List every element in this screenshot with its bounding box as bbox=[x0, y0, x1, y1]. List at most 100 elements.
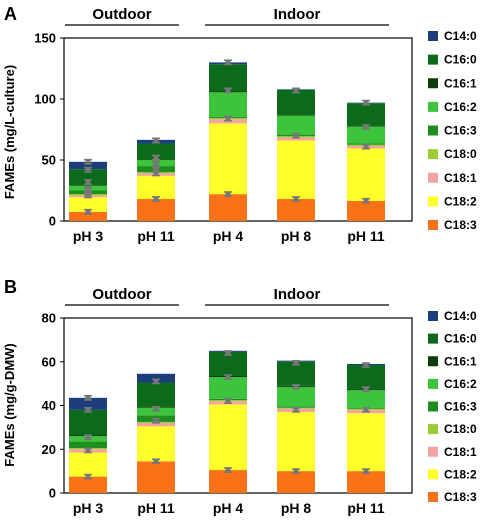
error-bar-marker bbox=[225, 88, 231, 93]
category-label-layer: pH 3 pH 11 pH 4 pH 8 pH 11 bbox=[73, 500, 385, 516]
error-bar-marker bbox=[225, 351, 231, 355]
panel-label: B bbox=[4, 277, 17, 297]
y-tick-label: 0 bbox=[49, 486, 56, 501]
legend-label: C18:2 bbox=[444, 467, 477, 481]
legend-swatch bbox=[428, 446, 438, 457]
error-bar-marker bbox=[153, 406, 159, 411]
bar-segment bbox=[347, 200, 385, 221]
legend-swatch bbox=[428, 31, 438, 41]
legend-label: C16:3 bbox=[444, 124, 477, 138]
bar-segment bbox=[137, 373, 175, 383]
error-bar-marker bbox=[293, 407, 299, 412]
legend-swatch bbox=[428, 220, 438, 230]
legend-swatch bbox=[428, 333, 438, 344]
legend-swatch bbox=[428, 311, 438, 321]
error-bar-marker bbox=[85, 179, 91, 184]
bar-segment bbox=[69, 409, 107, 436]
bar-segment bbox=[209, 194, 247, 221]
legend-label: C18:0 bbox=[444, 422, 477, 436]
legend-label: C14:0 bbox=[444, 309, 477, 323]
legend-label: C18:1 bbox=[444, 171, 477, 185]
legend-label: C18:2 bbox=[444, 194, 477, 208]
panel-label: A bbox=[4, 4, 17, 24]
error-bar-marker bbox=[153, 459, 159, 464]
error-bar-marker bbox=[293, 360, 299, 365]
legend: C14:0 C16:0 C16:1 C16:2 C16:3 C18:0 C18:1 C18:2… bbox=[428, 29, 477, 232]
error-bar-marker bbox=[225, 192, 231, 197]
legend-label: C16:3 bbox=[444, 400, 477, 414]
error-bar-marker bbox=[85, 159, 91, 164]
legend-swatch bbox=[428, 469, 438, 480]
legend-swatch bbox=[428, 378, 438, 389]
error-bar-marker bbox=[293, 88, 299, 93]
bar-segment bbox=[69, 441, 107, 449]
x-tick-label: pH 4 bbox=[213, 500, 244, 516]
error-bar-marker bbox=[363, 100, 369, 105]
y-tick-label: 40 bbox=[42, 398, 56, 413]
bar-segment bbox=[137, 382, 175, 407]
group-label: Indoor bbox=[274, 6, 321, 23]
bar-segment bbox=[277, 471, 315, 493]
bar-segment bbox=[137, 199, 175, 221]
bar-segment bbox=[277, 199, 315, 221]
legend-label: C18:1 bbox=[444, 445, 477, 459]
bar-segment bbox=[69, 185, 107, 186]
error-bar-marker bbox=[225, 116, 231, 121]
legend-swatch bbox=[428, 54, 438, 65]
error-bar-marker bbox=[363, 198, 369, 203]
x-tick-label: pH 8 bbox=[281, 228, 312, 244]
legend-label: C16:2 bbox=[444, 377, 477, 391]
y-tick-label: 0 bbox=[49, 214, 56, 229]
error-bar-marker bbox=[85, 435, 91, 440]
y-tick-label: 60 bbox=[42, 354, 56, 369]
legend-swatch bbox=[428, 401, 438, 412]
error-bar-marker bbox=[363, 144, 369, 149]
error-bar-marker bbox=[153, 155, 159, 160]
bar-segment bbox=[347, 471, 385, 493]
error-bar-marker bbox=[85, 448, 91, 453]
y-axis-label: FAMEs (mg/g-DMW) bbox=[2, 343, 17, 466]
legend-swatch bbox=[428, 149, 438, 160]
y-tick-label: 150 bbox=[34, 31, 56, 46]
error-bar-marker bbox=[225, 399, 231, 404]
legend-label: C18:3 bbox=[444, 490, 477, 504]
bar-segment bbox=[69, 197, 107, 212]
bar-segment bbox=[277, 114, 315, 116]
legend-swatch bbox=[428, 424, 438, 435]
x-tick-label: pH 3 bbox=[73, 228, 104, 244]
bar-segment bbox=[69, 161, 107, 170]
error-bar-marker bbox=[85, 407, 91, 412]
legend: C14:0 C16:0 C16:1 C16:2 C16:3 C18:0 C18:1 C18:2… bbox=[428, 309, 477, 504]
x-tick-label: pH 11 bbox=[347, 228, 385, 244]
x-tick-label: pH 11 bbox=[137, 228, 175, 244]
bar-segment bbox=[277, 89, 315, 115]
error-bar-marker bbox=[85, 209, 91, 214]
bar-segment bbox=[277, 115, 315, 135]
bar-segment bbox=[69, 452, 107, 477]
legend-label: C16:0 bbox=[444, 53, 477, 67]
y-tick-label: 80 bbox=[42, 311, 56, 326]
x-tick-label: pH 11 bbox=[347, 500, 385, 516]
bar-layer bbox=[69, 350, 385, 493]
bar-segment bbox=[277, 137, 315, 141]
error-bar-layer bbox=[84, 350, 370, 480]
error-bar-marker bbox=[225, 468, 231, 473]
bar-segment bbox=[209, 123, 247, 195]
bar-segment bbox=[69, 476, 107, 493]
y-axis-label: FAMEs (mg/L-culture) bbox=[2, 65, 17, 199]
legend-swatch bbox=[428, 356, 438, 367]
bar-segment bbox=[209, 64, 247, 92]
bar-segment bbox=[209, 351, 247, 376]
bar-segment bbox=[209, 404, 247, 471]
error-bar-marker bbox=[153, 197, 159, 202]
x-tick-label: pH 3 bbox=[73, 500, 104, 516]
error-bar-marker bbox=[293, 133, 299, 138]
bar-segment bbox=[209, 470, 247, 493]
legend-swatch bbox=[428, 492, 438, 502]
legend-swatch bbox=[428, 101, 438, 112]
group-label: Indoor bbox=[274, 286, 321, 303]
bar-segment bbox=[277, 140, 315, 200]
